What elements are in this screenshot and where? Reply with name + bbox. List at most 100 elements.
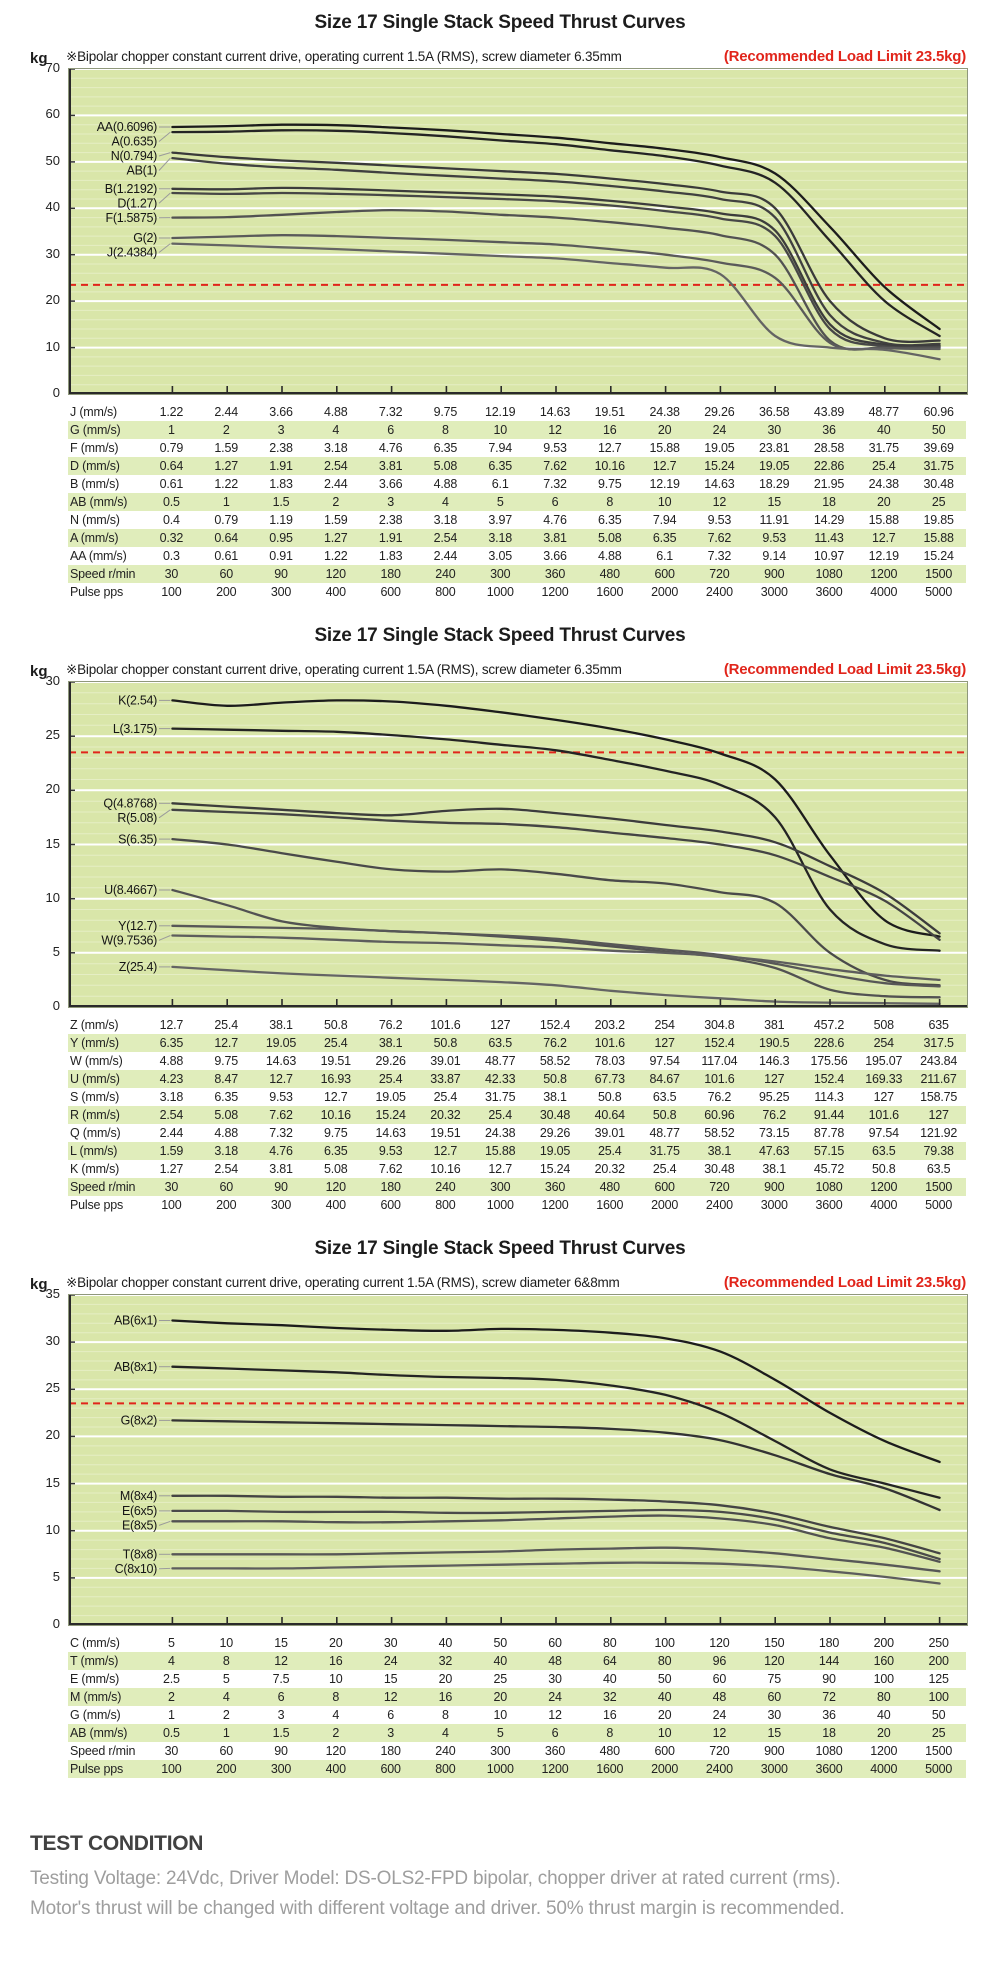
series-label: U(8.4667) <box>104 883 157 897</box>
cell: 3.66 <box>269 405 293 419</box>
cell: 63.5 <box>652 1090 677 1104</box>
cell: 120 <box>764 1654 785 1668</box>
y-axis-label: 10 <box>45 1521 60 1537</box>
cell: 1 <box>168 1708 175 1722</box>
cell: 9.75 <box>324 1126 348 1140</box>
y-axis-label: 5 <box>52 943 60 959</box>
cell: 5 <box>496 495 504 509</box>
cell: 3 <box>277 1708 285 1722</box>
cell: 23.81 <box>759 441 790 455</box>
y-axis-label: 10 <box>45 889 60 905</box>
cell: 19.51 <box>594 405 625 419</box>
cell: 127 <box>928 1108 949 1122</box>
cell: 14.63 <box>704 477 735 491</box>
table-row: C (mm/s) 5 10 15 20 30 40 50 60 80 100 120 150 180 200… <box>68 1634 966 1652</box>
cell: 2.44 <box>433 549 458 563</box>
series-label: AB(6x1) <box>114 1314 157 1328</box>
cell: 30 <box>548 1672 562 1686</box>
curve-G(2) <box>171 234 941 351</box>
cell: 10 <box>493 1708 507 1722</box>
series-label: E(6x5) <box>122 1504 157 1518</box>
row-label: D (mm/s) <box>70 459 120 473</box>
cell: 5.08 <box>214 1108 238 1122</box>
y-axis-label: 50 <box>45 152 60 168</box>
cell: 120 <box>325 567 346 581</box>
chart-subheader: kg ※Bipolar chopper constant current dri… <box>0 653 1000 679</box>
cell: 63.5 <box>488 1036 512 1050</box>
cell: 3000 <box>760 1198 788 1212</box>
cell: 25.4 <box>324 1036 348 1050</box>
row-label: A (mm/s) <box>70 531 119 545</box>
cell: 195.07 <box>865 1054 903 1068</box>
cell: 3.18 <box>214 1144 238 1158</box>
cell: 1 <box>222 1726 230 1740</box>
cell: 50.8 <box>652 1108 677 1122</box>
cell: 60 <box>767 1690 781 1704</box>
row-label: T (mm/s) <box>70 1654 119 1668</box>
cell: 19.05 <box>539 1144 571 1158</box>
cell: 1500 <box>925 567 953 581</box>
series-label: T(8x8) <box>123 1548 157 1562</box>
y-axis-label: 0 <box>52 385 60 400</box>
cell: 73.15 <box>759 1126 790 1140</box>
cell: 90 <box>274 567 288 581</box>
load-limit-note: (Recommended Load Limit 23.5kg) <box>723 1274 966 1291</box>
table-row: AB (mm/s) 0.5 1 1.5 2 3 4 5 6 8 10 12 15 18 20 25 <box>68 493 966 511</box>
cell: 300 <box>270 1198 292 1212</box>
cell: 127 <box>873 1090 894 1104</box>
cell: 38.1 <box>543 1090 567 1104</box>
cell: 20 <box>877 495 891 509</box>
cell: 30 <box>767 423 781 437</box>
cell: 91.44 <box>813 1108 845 1122</box>
cell: 40 <box>877 423 891 437</box>
series-label: M(8x4) <box>120 1489 157 1503</box>
curve-K(2.54) <box>171 699 941 938</box>
cell: 4 <box>332 1708 340 1722</box>
cell: 20 <box>657 1708 672 1722</box>
y-axis: 0 10 20 30 40 50 60 70 <box>0 60 68 400</box>
series-label: Z(25.4) <box>119 960 157 974</box>
cell: 97.54 <box>649 1054 680 1068</box>
cell: 30.48 <box>539 1108 571 1122</box>
curve-N(0.794) <box>171 151 941 343</box>
cell: 28.58 <box>813 441 845 455</box>
cell: 1.83 <box>378 549 403 563</box>
cell: 39.01 <box>430 1054 461 1068</box>
cell: 7.62 <box>269 1108 293 1122</box>
cell: 200 <box>873 1636 894 1650</box>
cell: 1 <box>168 423 175 437</box>
chart-subtitle: ※Bipolar chopper constant current drive,… <box>66 1275 620 1290</box>
row-label: G (mm/s) <box>70 423 121 437</box>
series-label: AB(8x1) <box>114 1360 157 1374</box>
cell: 6.35 <box>433 441 458 455</box>
table-row: M (mm/s) 2 4 6 8 12 16 20 24 32 40 48 60 72 80 100 <box>68 1688 966 1706</box>
cell: 1200 <box>870 1180 898 1194</box>
y-axis-label: 40 <box>45 199 60 215</box>
cell: 0.5 <box>163 1726 180 1740</box>
cell: 6.35 <box>324 1144 348 1158</box>
curve-AA(0.6096) <box>171 123 941 331</box>
table-row: Pulse pps 100 200 300 400 600 800 1000 1200 1600 2… <box>68 583 966 601</box>
cell: 7.94 <box>652 513 677 527</box>
curve-U(8.4667) <box>171 888 941 999</box>
cell: 12.7 <box>488 1162 512 1176</box>
cell: 11.43 <box>814 531 844 545</box>
cell: 15 <box>767 1726 781 1740</box>
cell: 1500 <box>925 1744 953 1758</box>
cell: 1600 <box>596 1198 624 1212</box>
cell: 1 <box>222 495 230 509</box>
cell: 20 <box>877 1726 891 1740</box>
cell: 36.58 <box>759 405 790 419</box>
table-row: J (mm/s) 1.22 2.44 3.66 4.88 7.32 9.75 12.19 14.… <box>68 403 966 421</box>
cell: 25.4 <box>598 1144 622 1158</box>
cell: 304.8 <box>704 1018 735 1032</box>
cell: 300 <box>490 567 511 581</box>
test-condition-line-2: Motor's thrust will be changed with diff… <box>30 1898 845 1919</box>
label-leader-line <box>158 1520 171 1526</box>
curve-AB(8x1) <box>171 1365 941 1499</box>
series-label: AB(1) <box>127 164 158 178</box>
cell: 1.59 <box>159 1144 184 1158</box>
cell: 9.53 <box>269 1090 293 1104</box>
series-label: N(0.794) <box>111 149 157 163</box>
chart-subtitle: ※Bipolar chopper constant current drive,… <box>66 49 622 64</box>
